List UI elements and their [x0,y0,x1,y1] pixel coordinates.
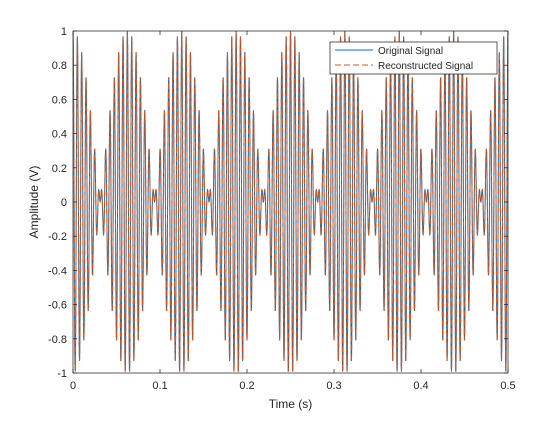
x-tick-label: 0.3 [326,380,341,392]
legend-label-original-signal: Original Signal [378,46,443,57]
series-line-reconstructed-signal [73,31,508,372]
y-tick-label: 1 [61,26,67,38]
legend: Original Signal Reconstructed Signal [329,41,498,75]
x-tick-label: 0.4 [413,380,428,392]
x-tick-label: 0 [70,380,76,392]
y-tick-label: 0.8 [52,60,67,72]
y-tick-label: 0.4 [52,129,67,141]
y-tick-label: -0.8 [48,334,67,346]
x-axis-label: Time (s) [269,397,313,411]
y-tick-label: 0.6 [52,94,67,106]
y-tick-label: -1 [57,368,67,380]
legend-label-reconstructed-signal: Reconstructed Signal [378,61,473,72]
y-tick-label: 0.2 [52,163,67,175]
y-tick-label: -0.4 [48,265,67,277]
ticks-layer: 0 0.1 0.2 0.3 0.4 0.5 -1 -0.8 -0.6 -0.4 -0.2 0 0.2 0.… [48,26,516,392]
y-tick-label: -0.6 [48,300,67,312]
legend-box [329,41,498,75]
y-tick-label: 0 [61,197,67,209]
x-tick-label: 0.5 [500,380,515,392]
x-tick-label: 0.1 [152,380,167,392]
series-layer [73,31,508,372]
x-tick-label: 0.2 [239,380,254,392]
y-axis-label: Amplitude (V) [27,166,41,239]
y-tick-label: -0.2 [48,231,67,243]
